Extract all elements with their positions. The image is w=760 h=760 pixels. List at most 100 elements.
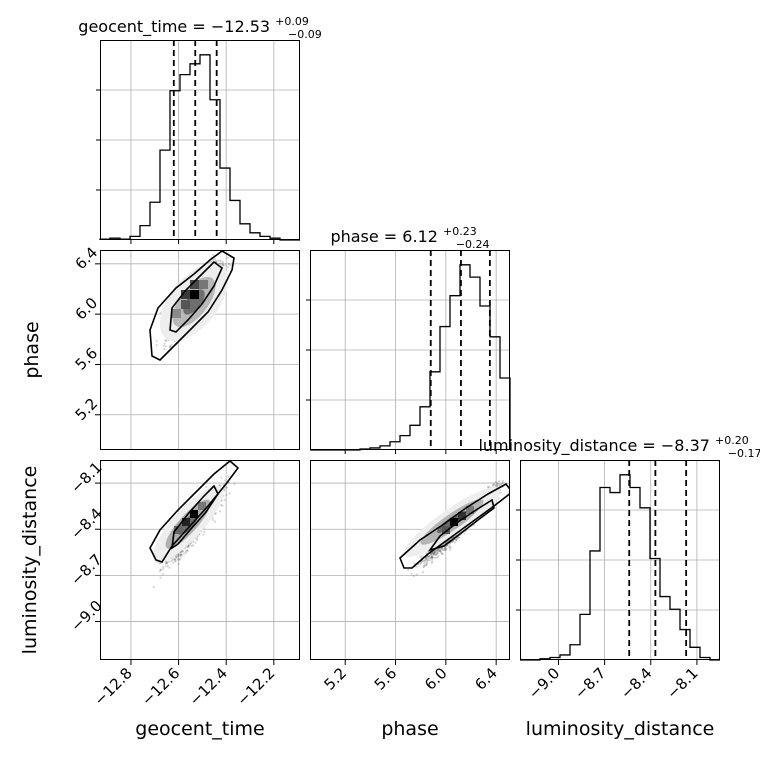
sample-point bbox=[458, 536, 461, 539]
sample-point bbox=[449, 548, 452, 551]
sample-point bbox=[177, 558, 180, 561]
sample-point bbox=[167, 560, 170, 563]
sample-point bbox=[221, 263, 225, 267]
sample-point bbox=[430, 556, 433, 559]
sample-point bbox=[178, 558, 181, 561]
y-tick-label: −8.1 bbox=[67, 458, 105, 496]
sample-point bbox=[423, 564, 426, 567]
sample-point bbox=[441, 553, 444, 556]
sample-point bbox=[436, 552, 440, 555]
sample-point bbox=[438, 550, 442, 553]
sample-point bbox=[181, 550, 184, 553]
sample-point bbox=[439, 549, 442, 553]
y-tick-label: 5.2 bbox=[72, 394, 102, 424]
sample-point bbox=[413, 562, 416, 565]
sample-point bbox=[453, 541, 457, 544]
title-geocent_time: geocent_time = −12.53 +0.09 −0.09 bbox=[78, 10, 321, 41]
sample-point bbox=[184, 550, 188, 553]
density-phase-distance bbox=[399, 482, 510, 569]
sample-point bbox=[205, 485, 208, 488]
sample-point bbox=[159, 568, 162, 571]
sample-point bbox=[179, 553, 182, 556]
sample-point bbox=[438, 549, 441, 553]
sample-point bbox=[164, 339, 167, 342]
sample-point bbox=[436, 550, 439, 553]
panel-hist-phase bbox=[310, 250, 510, 450]
sample-point bbox=[214, 259, 218, 262]
sample-point bbox=[497, 482, 500, 485]
panel-geocent-vs-phase bbox=[100, 250, 300, 450]
sample-point bbox=[159, 576, 162, 579]
sample-point bbox=[159, 562, 162, 565]
sample-point bbox=[426, 561, 429, 564]
sample-point bbox=[428, 559, 432, 562]
sample-point bbox=[440, 548, 443, 551]
sample-point bbox=[176, 557, 179, 560]
sample-point bbox=[432, 553, 436, 556]
sample-point bbox=[188, 543, 191, 546]
sample-point bbox=[431, 556, 434, 560]
x-tick-label: 5.2 bbox=[320, 664, 350, 694]
sample-point bbox=[455, 539, 458, 542]
x-tick-label: −12.4 bbox=[186, 664, 231, 709]
sample-point bbox=[187, 545, 190, 548]
sample-point bbox=[223, 498, 226, 501]
sample-point bbox=[418, 563, 422, 566]
sample-point bbox=[225, 493, 228, 497]
sample-point bbox=[177, 555, 180, 558]
sample-point bbox=[435, 548, 438, 551]
sample-point bbox=[436, 549, 439, 552]
sample-point bbox=[162, 567, 165, 571]
sample-point bbox=[229, 264, 232, 267]
sample-point bbox=[174, 558, 177, 561]
sample-point bbox=[214, 512, 217, 515]
sample-point bbox=[431, 553, 434, 556]
sample-point bbox=[195, 537, 198, 540]
grid-lines bbox=[100, 40, 720, 660]
sample-point bbox=[431, 558, 434, 561]
sample-point bbox=[173, 557, 176, 561]
sample-point bbox=[226, 256, 229, 259]
sample-point bbox=[496, 483, 499, 487]
sample-point bbox=[450, 541, 453, 544]
sample-point bbox=[169, 345, 172, 348]
xlabel-geocent_time: geocent_time bbox=[135, 718, 264, 740]
density-geocent-phase bbox=[149, 250, 235, 361]
sample-point bbox=[171, 558, 175, 561]
sample-point bbox=[486, 485, 490, 488]
sample-point bbox=[437, 555, 440, 558]
ylabel-phase: phase bbox=[21, 321, 43, 378]
sample-point bbox=[415, 565, 418, 568]
sample-point bbox=[449, 546, 452, 549]
sample-point bbox=[432, 551, 435, 554]
hist-geocent_time bbox=[99, 54, 300, 241]
sample-point bbox=[495, 485, 498, 488]
x-tick-label: −12.2 bbox=[233, 664, 278, 709]
sample-point bbox=[165, 561, 168, 564]
panel-hist-geocent_time bbox=[100, 40, 300, 240]
y-tick-label: −8.4 bbox=[67, 504, 105, 542]
sample-point bbox=[178, 558, 181, 561]
density-geocent-distance bbox=[149, 460, 240, 563]
sample-point bbox=[174, 560, 177, 563]
sample-point bbox=[164, 562, 167, 565]
sample-point bbox=[421, 559, 424, 562]
sample-point bbox=[180, 553, 183, 556]
sample-point bbox=[441, 547, 444, 550]
sample-point bbox=[435, 556, 439, 559]
ylabel-luminosity_distance: luminosity_distance bbox=[19, 466, 41, 655]
sample-point bbox=[203, 530, 206, 533]
sample-point bbox=[441, 552, 444, 555]
sample-point bbox=[492, 483, 496, 486]
sample-point bbox=[423, 562, 426, 565]
sample-point bbox=[433, 552, 436, 555]
xlabel-phase: phase bbox=[381, 718, 438, 740]
sample-point bbox=[174, 559, 177, 563]
sample-point bbox=[491, 484, 494, 487]
sample-point bbox=[165, 561, 168, 564]
sample-point bbox=[415, 573, 419, 576]
sample-point bbox=[152, 585, 155, 589]
quantile-lines bbox=[172, 40, 688, 660]
x-tick-label: −12.8 bbox=[91, 664, 136, 709]
sample-point bbox=[161, 573, 164, 576]
